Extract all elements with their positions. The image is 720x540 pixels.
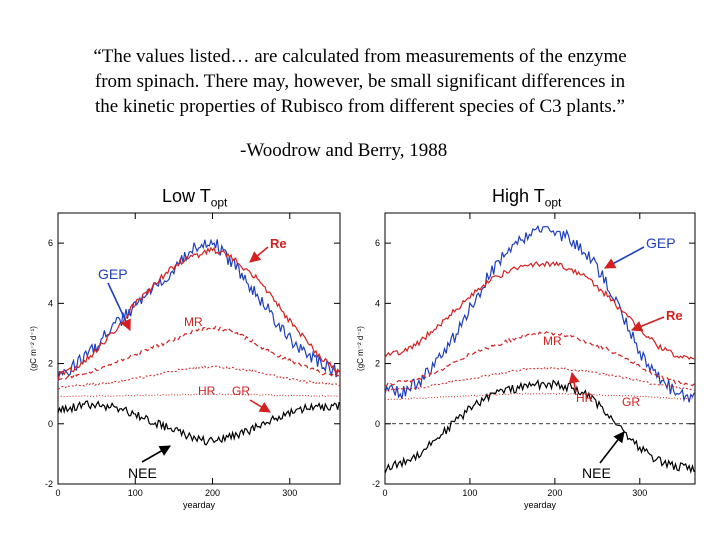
- high-series-nee: [384, 379, 695, 474]
- quote-block: “The values listed… are calculated from …: [40, 44, 680, 119]
- high-arrow-re: [630, 316, 665, 332]
- high-topt-title-sub: opt: [544, 195, 562, 210]
- quote-attribution: -Woodrow and Berry, 1988: [240, 140, 448, 161]
- high-label-mr: MR: [543, 334, 562, 348]
- quote-line-1: “The values listed… are calculated from …: [93, 46, 627, 67]
- low-xtick-label: 100: [128, 488, 143, 498]
- high-label-re: Re: [666, 308, 683, 323]
- high-xtick-label: 300: [632, 488, 647, 498]
- high-xtick-label: 200: [547, 488, 562, 498]
- low-ytick-label: 2: [48, 359, 53, 369]
- low-label-gr: GR: [232, 384, 250, 398]
- low-arrow-gr: [249, 399, 271, 413]
- low-xlabel: yearday: [183, 500, 216, 510]
- low-label-hr: HR: [198, 384, 216, 398]
- low-series-re: [57, 246, 340, 379]
- low-arrow-gep: [107, 282, 131, 332]
- high-series-mr: [384, 331, 695, 387]
- low-arrow-re: [249, 246, 269, 263]
- high-arrow-nee: [599, 431, 625, 464]
- low-series-nee: [57, 400, 340, 446]
- low-topt-title-main: Low T: [162, 186, 211, 206]
- high-label-nee: NEE: [582, 465, 611, 481]
- low-label-gep: GEP: [98, 266, 128, 282]
- high-ytick-label: 4: [375, 298, 380, 308]
- low-ytick-label: 4: [48, 298, 53, 308]
- low-arrow-nee: [141, 445, 171, 463]
- low-ytick-label: -2: [45, 479, 53, 489]
- high-ytick-label: 6: [375, 238, 380, 248]
- quote-line-2: from spinach. There may, however, be sma…: [94, 71, 626, 92]
- high-ytick-label: 2: [375, 359, 380, 369]
- low-xtick-label: 0: [55, 488, 60, 498]
- high-series-re: [384, 261, 695, 361]
- high-ytick-label: -2: [372, 479, 380, 489]
- low-ylabel: (gC m⁻² d⁻¹): [29, 326, 38, 371]
- high-series-gep: [384, 224, 695, 403]
- low-topt-title: Low Topt: [162, 186, 227, 210]
- high-xlabel: yearday: [524, 500, 557, 510]
- low-xtick-label: 200: [205, 488, 220, 498]
- high-label-hr: HR: [576, 391, 594, 405]
- low-series-mr: [57, 325, 340, 381]
- low-label-nee: NEE: [128, 465, 157, 481]
- high-ylabel: (gC m⁻² d⁻¹): [356, 326, 365, 371]
- low-xtick-label: 300: [282, 488, 297, 498]
- high-series-hr: [384, 392, 695, 401]
- low-topt-title-sub: opt: [210, 195, 228, 210]
- low-ytick-label: 0: [48, 419, 53, 429]
- low-label-re: Re: [270, 236, 287, 251]
- low-series-gep: [57, 238, 340, 383]
- high-label-gr: GR: [622, 395, 640, 409]
- high-label-gep: GEP: [646, 235, 676, 251]
- low-series-gr: [57, 365, 340, 390]
- low-series-hr: [57, 393, 340, 398]
- high-arrow-hr: [568, 371, 580, 393]
- low-ytick-label: 6: [48, 238, 53, 248]
- high-topt-title-main: High T: [492, 186, 545, 206]
- high-arrow-gep: [604, 246, 645, 269]
- high-topt-title: High Topt: [492, 186, 561, 210]
- low-plot-frame: [57, 212, 341, 485]
- high-ytick-label: 0: [375, 419, 380, 429]
- high-xtick-label: 100: [462, 488, 477, 498]
- high-plot-frame: [384, 212, 696, 485]
- high-xtick-label: 0: [382, 488, 387, 498]
- low-label-mr: MR: [184, 315, 203, 329]
- quote-line-3: the kinetic properties of Rubisco from d…: [95, 96, 625, 117]
